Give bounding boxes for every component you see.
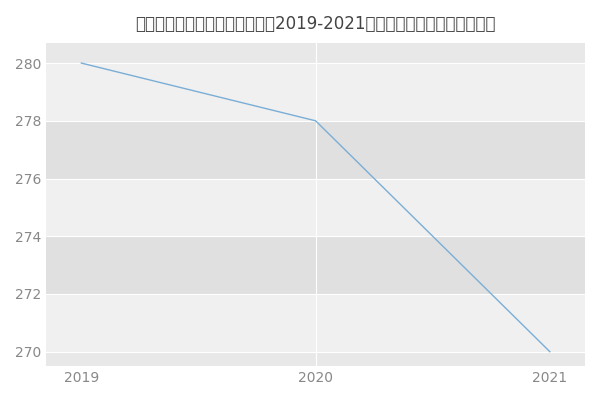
Bar [46,63,585,121]
Bar [46,236,585,294]
Bar [46,294,585,352]
Bar [46,121,585,178]
Title: 内蒙古工业大学理学院统计学（2019-2021历年复试）研究生录取分数线: 内蒙古工业大学理学院统计学（2019-2021历年复试）研究生录取分数线 [136,15,496,33]
Bar [46,178,585,236]
